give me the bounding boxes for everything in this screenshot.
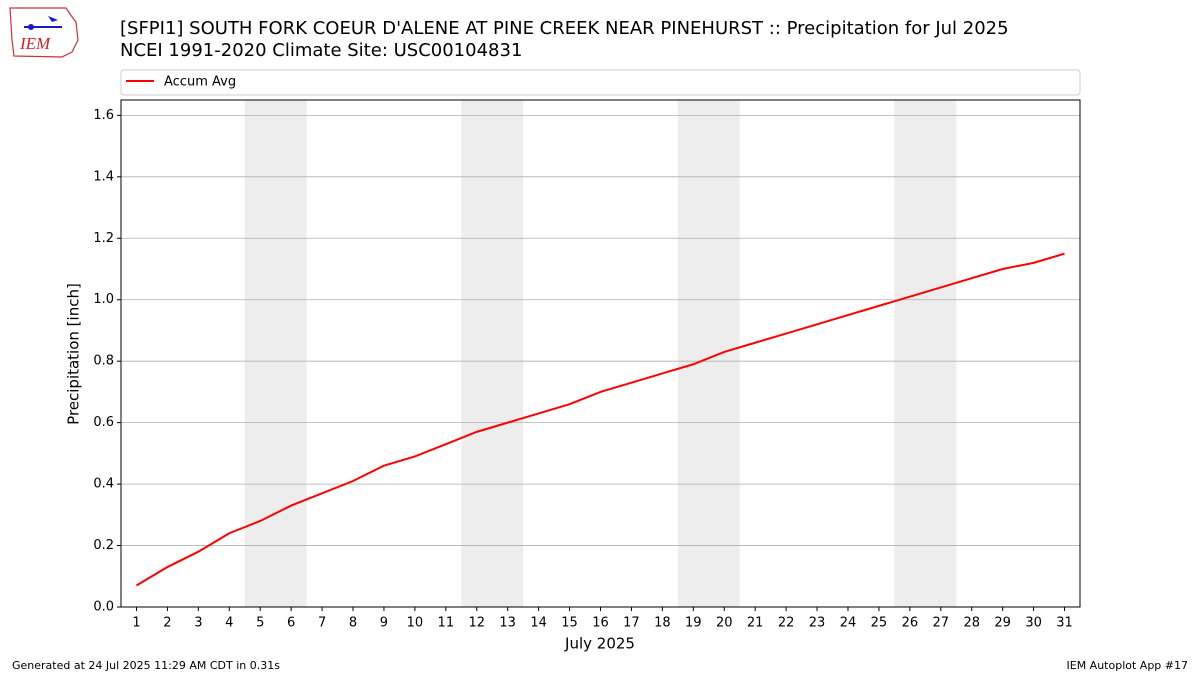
x-tick-label: 26	[902, 616, 919, 631]
y-tick-label: 0.2	[93, 538, 114, 553]
x-tick-label: 21	[747, 616, 764, 631]
logo-text: IEM	[19, 34, 51, 53]
legend-label: Accum Avg	[164, 75, 236, 90]
x-tick-label: 31	[1056, 616, 1073, 631]
x-tick-label: 30	[1025, 616, 1042, 631]
x-tick-label: 29	[994, 616, 1011, 631]
y-tick-label: 0.4	[93, 477, 114, 492]
x-tick-label: 4	[225, 616, 233, 631]
y-axis-label: Precipitation [inch]	[65, 283, 83, 425]
x-tick-label: 20	[716, 616, 733, 631]
x-tick-label: 16	[592, 616, 609, 631]
legend-box	[120, 69, 1081, 96]
x-tick-label: 19	[685, 616, 702, 631]
x-tick-label: 28	[963, 616, 980, 631]
footer-right: IEM Autoplot App #17	[1067, 659, 1189, 672]
logo-icon	[28, 24, 34, 30]
x-tick-label: 1	[132, 616, 140, 631]
y-tick-label: 0.8	[93, 354, 114, 369]
x-tick-label: 24	[840, 616, 857, 631]
logo-icon	[48, 16, 58, 22]
footer-left: Generated at 24 Jul 2025 11:29 AM CDT in…	[12, 659, 280, 672]
y-tick-label: 1.6	[93, 108, 114, 123]
x-tick-label: 23	[809, 616, 826, 631]
weekend-shade	[677, 100, 740, 607]
weekend-shade	[894, 100, 957, 607]
x-tick-label: 18	[654, 616, 671, 631]
x-tick-label: 25	[871, 616, 888, 631]
weekend-shade	[244, 100, 307, 607]
logo-outline	[9, 7, 79, 58]
x-tick-label: 11	[438, 616, 455, 631]
weekend-shade	[461, 100, 524, 607]
chart-subtitle: NCEI 1991-2020 Climate Site: USC00104831	[120, 40, 522, 61]
logo: IEM	[9, 7, 79, 58]
x-tick-label: 9	[380, 616, 388, 631]
x-tick-label: 27	[933, 616, 950, 631]
x-tick-label: 15	[561, 616, 578, 631]
x-tick-label: 8	[349, 616, 357, 631]
series-line	[135, 252, 1065, 587]
x-tick-label: 2	[163, 616, 171, 631]
y-tick-label: 0.6	[93, 415, 114, 430]
plot-frame	[120, 99, 1081, 608]
x-tick-label: 7	[318, 616, 326, 631]
x-tick-label: 5	[256, 616, 264, 631]
x-tick-label: 22	[778, 616, 795, 631]
chart-title: [SFPI1] SOUTH FORK COEUR D'ALENE AT PINE…	[120, 18, 1009, 39]
y-tick-label: 1.2	[93, 231, 114, 246]
y-tick-label: 1.0	[93, 292, 114, 307]
x-tick-label: 3	[194, 616, 202, 631]
y-tick-label: 1.4	[93, 169, 114, 184]
x-tick-label: 10	[407, 616, 424, 631]
x-tick-label: 6	[287, 616, 295, 631]
x-tick-label: 17	[623, 616, 640, 631]
x-tick-label: 12	[468, 616, 485, 631]
y-tick-label: 0.0	[93, 600, 114, 615]
x-axis-label: July 2025	[564, 635, 635, 653]
x-tick-label: 13	[499, 616, 516, 631]
x-tick-label: 14	[530, 616, 547, 631]
